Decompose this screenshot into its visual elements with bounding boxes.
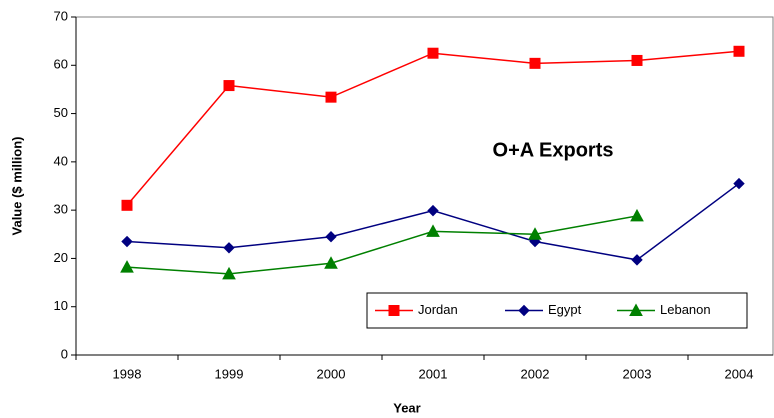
- x-tick-label: 1998: [113, 366, 142, 381]
- point: [427, 204, 439, 217]
- point: [427, 47, 439, 59]
- legend-marker: [388, 305, 400, 316]
- point: [120, 260, 134, 273]
- y-tick-label: 0: [61, 346, 68, 361]
- point: [121, 199, 133, 211]
- x-tick-label: 2002: [521, 366, 550, 381]
- x-tick-label: 2004: [725, 366, 754, 381]
- annotation: O+A Exports: [493, 139, 614, 161]
- x-tick-label: 2001: [419, 366, 448, 381]
- point: [222, 266, 236, 280]
- y-tick-label: 30: [54, 202, 68, 217]
- point: [631, 254, 643, 266]
- point: [324, 256, 338, 269]
- legend-marker: [629, 303, 643, 316]
- x-tick-label: 1999: [215, 366, 244, 381]
- point: [631, 54, 643, 66]
- legend-label: Lebanon: [660, 302, 711, 317]
- x-tick-label: 2003: [623, 366, 652, 381]
- y-tick-label: 40: [54, 153, 68, 168]
- y-tick-label: 10: [54, 298, 68, 313]
- legend-label: Jordan: [418, 302, 458, 317]
- point: [223, 80, 235, 92]
- legend-box: [366, 292, 748, 329]
- point: [630, 208, 644, 222]
- y-tick-label: 20: [54, 250, 68, 265]
- point: [426, 224, 440, 237]
- line: [126, 182, 740, 261]
- point: [733, 177, 745, 190]
- point: [528, 227, 542, 240]
- y-tick-label: 50: [54, 105, 68, 120]
- point: [121, 235, 133, 248]
- x-axis-label: Year: [393, 400, 420, 415]
- line: [126, 50, 740, 206]
- line: [126, 215, 638, 275]
- y-axis-label: Value ($ million): [9, 137, 24, 236]
- point: [223, 242, 235, 254]
- point: [325, 230, 337, 243]
- x-tick-label: 2000: [317, 366, 346, 381]
- legend-marker: [518, 304, 530, 317]
- legend: Jordan Egypt Lebanon: [366, 292, 748, 329]
- y-tick-label: 70: [54, 8, 68, 23]
- point: [529, 57, 541, 69]
- legend-label: Egypt: [548, 302, 582, 317]
- point: [733, 45, 745, 57]
- point: [325, 91, 337, 103]
- y-tick-label: 60: [54, 57, 68, 72]
